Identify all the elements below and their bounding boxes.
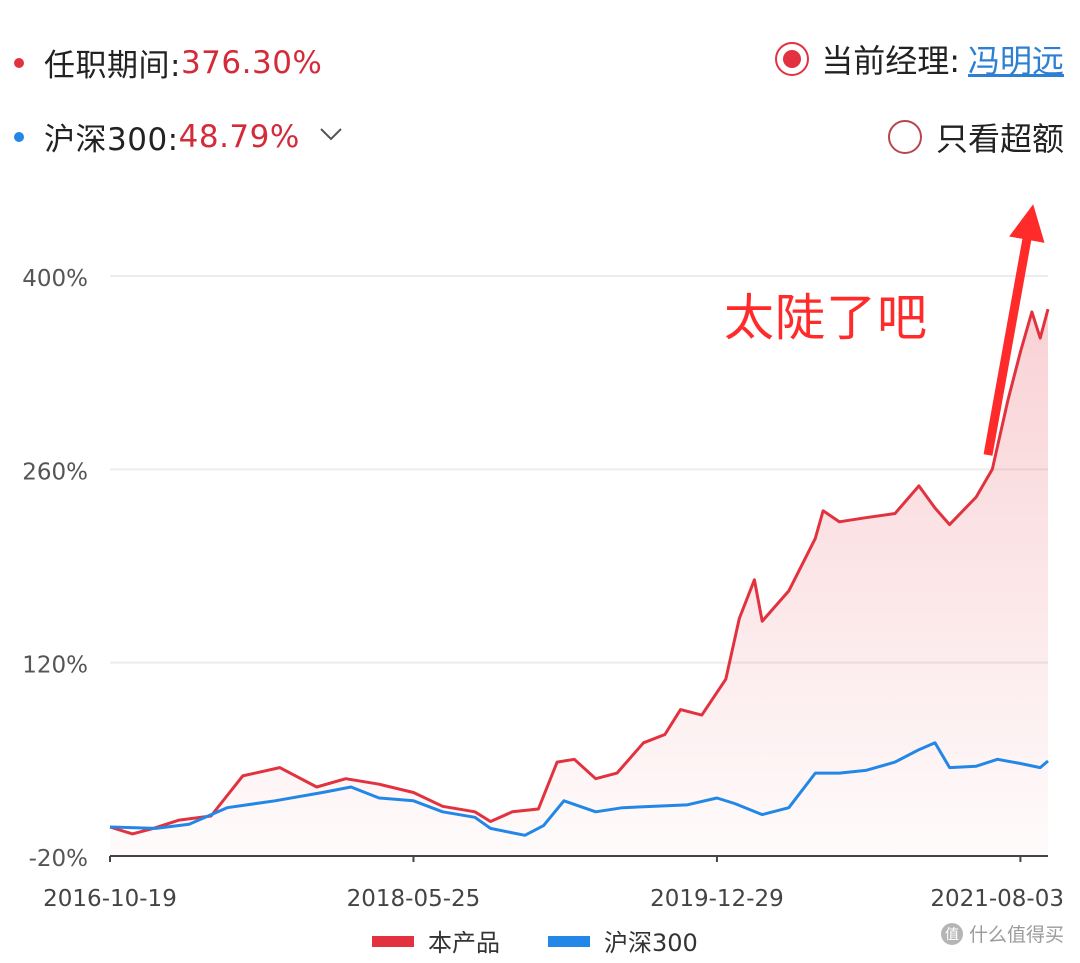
legend-label: 沪深300: [604, 929, 698, 957]
watermark-text: 什么值得买: [968, 924, 1064, 946]
x-axis-ticks: 2016-10-19 2018-05-25 2019-12-29 2021-08-03: [43, 856, 1064, 912]
y-axis-ticks: -20% 120% 260% 400%: [22, 266, 88, 872]
y-tick-label: -20%: [29, 846, 88, 872]
series-line-0: [109, 308, 1050, 836]
legend-swatch: [548, 936, 590, 947]
excess-only-label: 只看超额: [935, 120, 1064, 158]
current-manager-option[interactable]: 当前经理: 冯明远: [775, 36, 1064, 82]
excess-only-option[interactable]: 只看超额: [887, 114, 1064, 160]
index-dot: [14, 131, 24, 142]
series-line-1: [109, 741, 1049, 837]
annotation-arrow: [983, 204, 1045, 456]
x-tick-label: 2018-05-25: [347, 886, 481, 912]
series-area: [110, 309, 1048, 857]
series-area-0: [110, 309, 1048, 857]
index-return-legend[interactable]: 沪深300: 48.79%: [14, 114, 344, 159]
index-value: 48.79%: [178, 118, 300, 155]
y-tick-label: 400%: [22, 266, 88, 292]
radio-selected-icon[interactable]: [775, 42, 810, 76]
chevron-down-icon[interactable]: [318, 120, 344, 146]
index-label: 沪深300:: [44, 122, 179, 158]
current-manager-label: 当前经理:: [821, 42, 960, 80]
watermark-icon: 值: [940, 922, 963, 945]
bottom-legend: 本产品 沪深300: [372, 929, 698, 957]
manager-name-link[interactable]: 冯明远: [967, 42, 1064, 80]
x-tick-label: 2019-12-29: [650, 886, 784, 912]
annotation-text: 太陡了吧: [724, 289, 928, 347]
legend-label: 本产品: [428, 929, 500, 957]
tenure-label: 任职期间:: [44, 48, 181, 84]
tenure-value: 376.30%: [180, 44, 323, 81]
y-tick-label: 120%: [22, 653, 88, 679]
y-tick-label: 260%: [22, 459, 88, 485]
series-lines: [109, 308, 1050, 837]
tenure-dot: [14, 57, 24, 68]
tenure-return-legend: 任职期间: 376.30%: [14, 40, 322, 85]
x-tick-label: 2021-08-03: [930, 886, 1064, 912]
x-tick-label: 2016-10-19: [43, 886, 177, 912]
legend-swatch: [372, 936, 414, 947]
watermark: 值 什么值得买: [940, 920, 1064, 947]
radio-unselected-icon[interactable]: [887, 120, 922, 154]
